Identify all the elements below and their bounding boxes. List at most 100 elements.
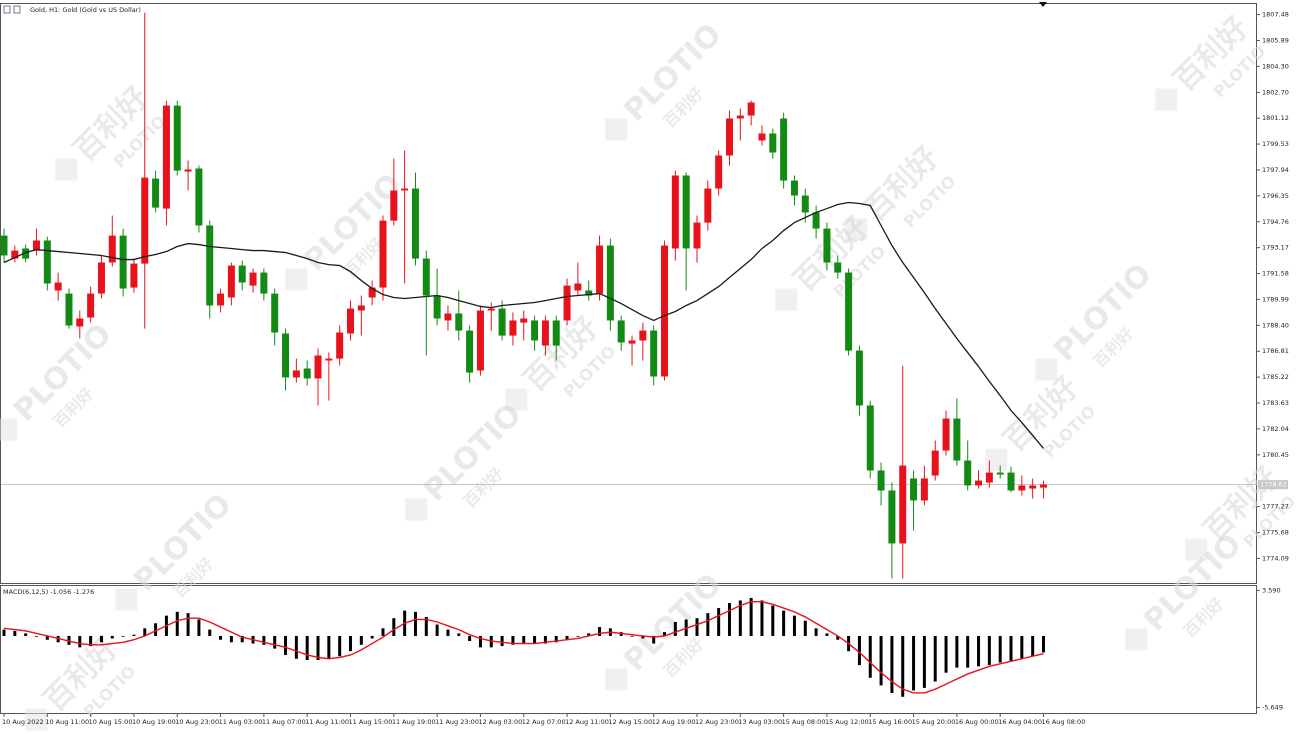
macd-bar	[749, 597, 753, 636]
watermark-icon	[25, 708, 48, 731]
y-tick-label: 1777.27	[1262, 503, 1289, 511]
macd-bar	[673, 621, 677, 636]
macd-bar	[1031, 635, 1035, 657]
macd-bar	[933, 635, 937, 682]
macd-bar	[240, 635, 244, 643]
macd-bar	[836, 635, 840, 640]
macd-bar	[565, 635, 569, 640]
macd-bar	[500, 635, 504, 647]
candle-body	[314, 355, 322, 379]
candle-body	[54, 282, 62, 291]
y-tick-label: 1774.09	[1262, 554, 1289, 562]
y-tick-label: 1789.99	[1262, 295, 1289, 303]
macd-bar	[771, 605, 775, 636]
y-tick-label: 1807.48	[1262, 11, 1289, 19]
candle-body	[801, 195, 809, 213]
macd-bar	[782, 610, 786, 636]
x-tick-label: 15 Aug 16:00	[868, 718, 912, 726]
candle-body	[43, 240, 51, 284]
macd-bar	[922, 635, 926, 688]
candle-body	[238, 265, 246, 283]
x-tick-label: 10 Aug 23:00	[175, 718, 219, 726]
macd-bar	[435, 624, 439, 636]
macd-bar	[110, 635, 114, 639]
y-tick-label: 1802.70	[1262, 88, 1289, 96]
candle-body	[552, 320, 560, 346]
candle-body	[1007, 472, 1015, 491]
watermark-icon	[1155, 88, 1178, 111]
macd-bar	[598, 627, 602, 636]
macd-bar	[338, 635, 342, 657]
candle-body	[87, 293, 95, 318]
x-tick-label: 10 Aug 2022	[2, 718, 44, 726]
watermark-icon	[115, 588, 138, 611]
macd-bar	[1009, 635, 1013, 662]
candle-body	[282, 333, 290, 378]
candle-body	[725, 118, 733, 156]
macd-bar	[825, 633, 829, 636]
watermark-icon	[405, 498, 428, 521]
x-tick-label: 12 Aug 07:00	[522, 718, 566, 726]
y-tick-label: 1791.58	[1262, 270, 1289, 278]
macd-bar	[663, 632, 667, 636]
macd-bar	[219, 635, 223, 640]
watermark-icon	[505, 388, 528, 411]
candle-body	[390, 190, 398, 221]
macd-bar	[89, 635, 93, 647]
macd-bar	[1020, 635, 1024, 659]
price-label: 1778.62	[1260, 481, 1287, 489]
candle-body	[541, 320, 549, 346]
candle-body	[32, 240, 40, 251]
watermark-icon	[1035, 358, 1058, 381]
macd-bar	[890, 635, 894, 693]
candle-body	[303, 368, 311, 379]
candle-body	[260, 272, 268, 294]
macd-bar	[24, 633, 28, 636]
candle-body	[141, 177, 149, 264]
x-tick-label: 13 Aug 03:00	[738, 718, 782, 726]
macd-bar	[468, 635, 472, 642]
candle-body	[855, 350, 863, 406]
candle-body	[639, 330, 647, 341]
x-tick-label: 16 Aug 00:00	[955, 718, 999, 726]
macd-bar	[652, 635, 656, 644]
candle-body	[931, 450, 939, 476]
x-tick-label: 12 Aug 03:00	[478, 718, 522, 726]
macd-bar	[857, 635, 861, 666]
watermark-icon	[55, 158, 78, 181]
candle-body	[108, 235, 116, 263]
chart-title: Gold, H1: Gold (Gold vs US Dollar)	[30, 6, 141, 14]
candle-body	[401, 188, 409, 191]
candle-body	[195, 168, 203, 226]
candle-body	[65, 293, 73, 326]
macd-bar	[955, 635, 959, 668]
title-icon	[3, 5, 21, 14]
watermark-icon	[1185, 538, 1208, 561]
macd-bar	[392, 618, 396, 636]
x-tick-label: 16 Aug 08:00	[1042, 718, 1086, 726]
candle-body	[606, 245, 614, 321]
y-tick-label: 1794.76	[1262, 218, 1289, 226]
x-tick-label: 10 Aug 15:00	[89, 718, 133, 726]
candle-body	[823, 228, 831, 263]
candle-body	[617, 320, 625, 343]
candle-body	[433, 295, 441, 319]
macd-bar	[78, 635, 82, 648]
watermark-icon	[605, 668, 628, 691]
macd-bar	[305, 635, 309, 661]
watermark-icon	[285, 268, 308, 291]
y-tick-label: 1788.40	[1262, 321, 1289, 329]
candle-body	[747, 102, 755, 116]
macd-bar	[99, 635, 103, 643]
x-tick-label: 15 Aug 20:00	[912, 718, 956, 726]
candle-body	[596, 245, 604, 294]
macd-frame	[0, 585, 1257, 714]
macd-bar	[738, 600, 742, 636]
macd-bar	[998, 635, 1002, 663]
x-tick-label: 10 Aug 19:00	[132, 718, 176, 726]
candle-body	[671, 175, 679, 249]
